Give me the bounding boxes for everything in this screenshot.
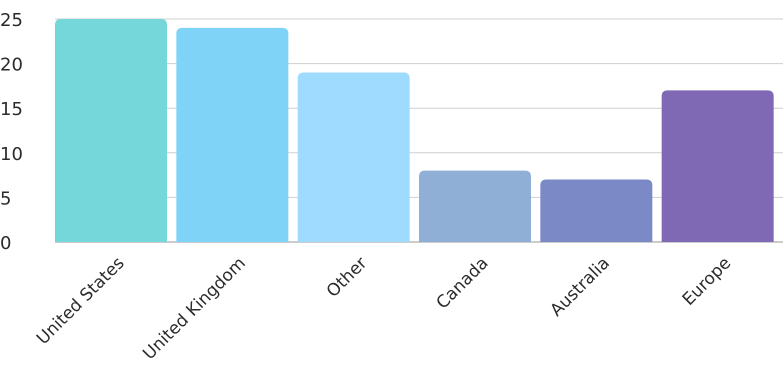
- x-axis-labels: United States United Kingdom Other Canada Au…: [33, 253, 735, 364]
- x-category-label: Other: [323, 253, 371, 301]
- y-tick-label: 0: [0, 233, 11, 254]
- y-tick-label: 15: [0, 99, 23, 120]
- bar-australia: [540, 179, 653, 242]
- bar-canada: [419, 170, 531, 242]
- y-tick-label: 20: [0, 55, 23, 76]
- x-category-label: United Kingdom: [139, 253, 250, 364]
- y-tick-label: 5: [0, 188, 11, 209]
- bar-europe: [661, 90, 774, 242]
- y-axis-ticks: 0 5 10 15 20 25: [0, 10, 23, 254]
- bar-other: [297, 72, 410, 243]
- x-category-label: Europe: [679, 253, 735, 309]
- x-category-label: Australia: [547, 253, 614, 320]
- bar-united-kingdom: [176, 27, 289, 243]
- x-category-label: Canada: [433, 253, 493, 313]
- y-tick-label: 25: [0, 10, 23, 31]
- x-category-label: United States: [33, 253, 129, 349]
- bars: [55, 19, 774, 243]
- y-tick-label: 10: [0, 144, 23, 165]
- bar-united-states: [55, 19, 167, 242]
